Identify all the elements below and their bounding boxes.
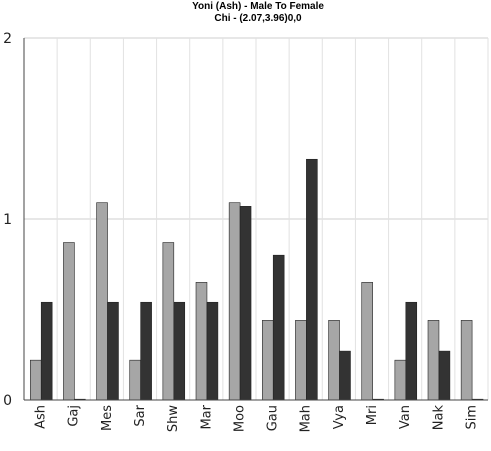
bar-mes-series-1 bbox=[96, 202, 108, 401]
bar-moo-series-2 bbox=[239, 206, 252, 401]
axes bbox=[23, 38, 488, 401]
x-tick-labels: Ash Gaj Mes Sar Shw Mar Moo Gau Mah Vya Mri Van Nak S… bbox=[34, 404, 480, 432]
x-tick-label: Moo bbox=[232, 405, 247, 432]
bar-mes-series-2 bbox=[107, 301, 119, 401]
x-tick-label: Mar bbox=[199, 404, 214, 429]
bar-nak-series-2 bbox=[438, 350, 451, 401]
x-tick-label: Shw bbox=[166, 405, 181, 432]
x-tick-label: Mes bbox=[100, 405, 115, 431]
bar-mah-series-1 bbox=[295, 320, 307, 401]
chart-subtitle: Chi - (2.07,3.96)0,0 bbox=[214, 13, 302, 24]
bar-vya-series-1 bbox=[328, 320, 340, 401]
bar-sim-series-1 bbox=[460, 320, 473, 401]
x-tick-label: Nak bbox=[431, 405, 446, 431]
x-tick-label: Mah bbox=[299, 405, 314, 432]
bar-ash-series-2 bbox=[40, 301, 53, 401]
bar-shw-series-2 bbox=[173, 301, 186, 401]
bar-ash-series-1 bbox=[29, 359, 42, 401]
bar-vya-series-2 bbox=[339, 350, 351, 401]
bar-shw-series-1 bbox=[162, 242, 175, 401]
x-tick-label: Mri bbox=[365, 405, 380, 425]
bars bbox=[29, 158, 484, 401]
grid-lines bbox=[23, 37, 489, 401]
bar-gau-series-2 bbox=[272, 254, 285, 401]
bar-moo-series-1 bbox=[228, 202, 241, 401]
y-tick-label: 2 bbox=[3, 31, 12, 47]
bar-mah-series-2 bbox=[306, 158, 318, 401]
bar-gau-series-1 bbox=[261, 320, 274, 401]
bar-mar-series-2 bbox=[206, 301, 219, 401]
bar-mri-series-1 bbox=[361, 282, 373, 401]
x-tick-label: Gaj bbox=[67, 405, 82, 427]
x-tick-label: Ash bbox=[34, 405, 49, 429]
x-tick-label: Vya bbox=[332, 405, 347, 429]
bar-sar-series-1 bbox=[129, 359, 141, 401]
y-tick-labels: 0 1 2 bbox=[3, 31, 12, 409]
chart-title: Yoni (Ash) - Male To Female bbox=[192, 1, 324, 12]
bar-van-series-1 bbox=[394, 359, 407, 401]
bar-van-series-2 bbox=[405, 301, 418, 401]
x-tick-label: Sim bbox=[464, 405, 479, 430]
x-tick-label: Gau bbox=[266, 405, 281, 431]
x-tick-label: Sar bbox=[133, 404, 148, 426]
x-tick-label: Van bbox=[398, 405, 413, 429]
bar-sar-series-2 bbox=[140, 301, 152, 401]
bar-nak-series-1 bbox=[427, 320, 440, 401]
bar-gaj-series-1 bbox=[63, 242, 75, 401]
y-tick-label: 1 bbox=[3, 212, 12, 228]
bar-mar-series-1 bbox=[195, 282, 208, 401]
y-tick-label: 0 bbox=[3, 393, 12, 409]
